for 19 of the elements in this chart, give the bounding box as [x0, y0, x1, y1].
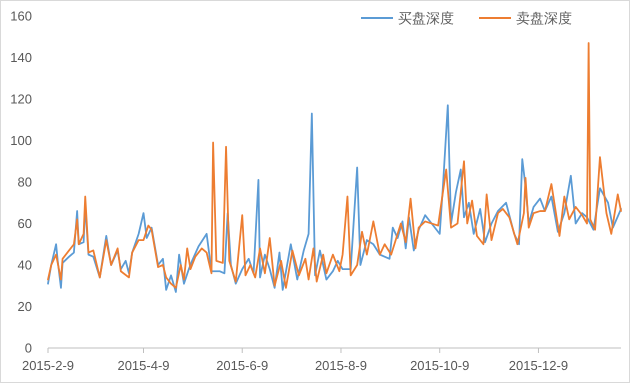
x-tick-label: 2015-8-9	[314, 358, 367, 373]
x-tick-label: 2015-4-9	[117, 358, 170, 373]
line-series	[47, 104, 622, 293]
x-tick-label: 2015-2-9	[22, 358, 74, 373]
line-series	[47, 42, 622, 289]
x-tick-label: 2015-10-9	[410, 358, 470, 373]
y-tick-label: 40	[18, 258, 32, 273]
y-tick-label: 0	[24, 340, 32, 356]
y-tick-label: 140	[10, 50, 32, 66]
x-tick-label: 2015-6-9	[216, 358, 268, 373]
legend-label: 买盘深度	[398, 10, 454, 26]
y-tick-label: 160	[10, 8, 32, 24]
y-tick-label: 120	[10, 92, 32, 107]
y-tick-label: 80	[18, 174, 32, 190]
x-tick-label: 2015-12-9	[508, 358, 568, 373]
y-tick-label: 100	[10, 133, 32, 148]
y-tick-label: 20	[18, 299, 32, 314]
y-tick-label: 60	[18, 216, 32, 232]
legend-label: 卖盘深度	[516, 10, 572, 26]
